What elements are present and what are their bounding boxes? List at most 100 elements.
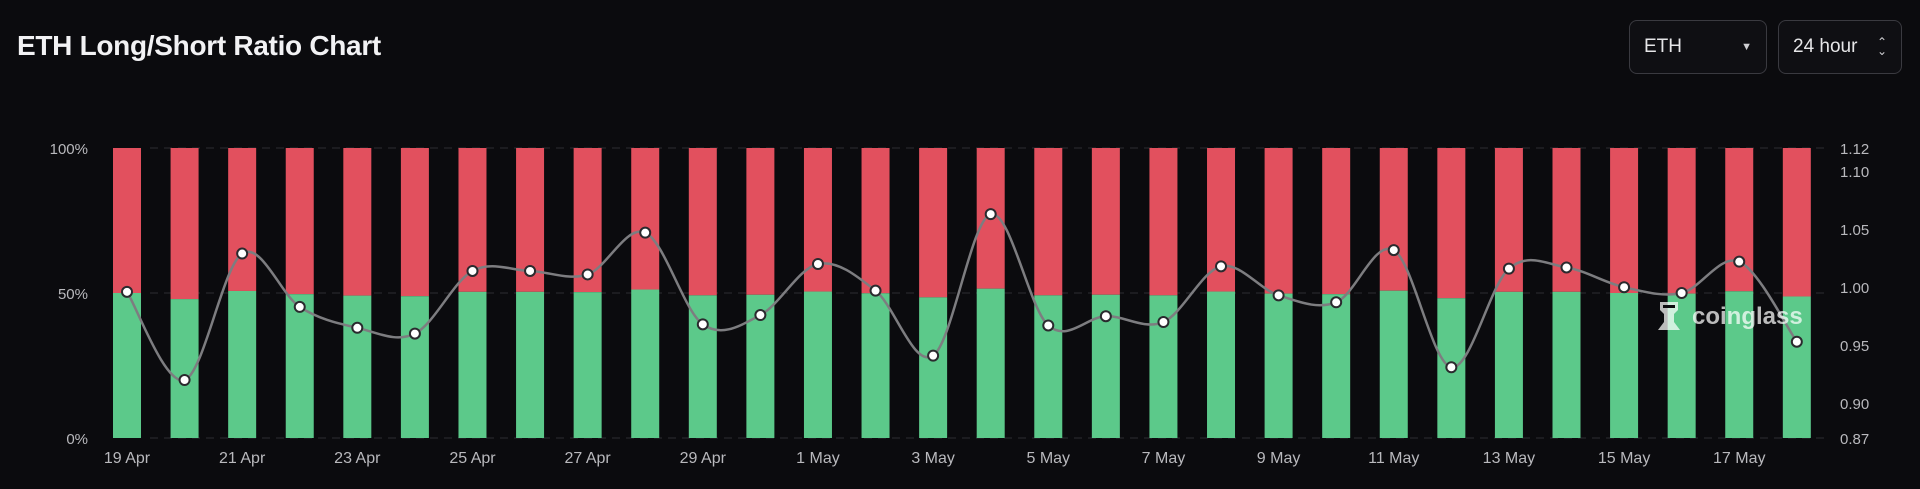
x-axis-tick-label: 1 May xyxy=(796,450,840,467)
right-axis-tick-label: 1.00 xyxy=(1840,280,1869,297)
x-axis-tick-label: 7 May xyxy=(1142,450,1186,467)
ratio-point xyxy=(121,285,133,298)
long-bar xyxy=(1552,291,1581,438)
watermark: coinglass xyxy=(1654,300,1803,334)
short-bar xyxy=(746,148,775,295)
long-bar xyxy=(458,291,487,438)
long-bar xyxy=(688,295,717,438)
short-bar xyxy=(400,148,429,297)
ratio-point xyxy=(869,284,882,297)
left-axis-tick-label: 50% xyxy=(58,286,88,303)
asset-select[interactable]: ETH ▼ xyxy=(1629,20,1767,74)
short-bar xyxy=(1149,148,1178,296)
ratio-point xyxy=(1560,261,1573,274)
short-bar xyxy=(1782,148,1811,297)
right-axis-tick-label: 1.12 xyxy=(1840,141,1869,158)
ratio-point xyxy=(408,327,421,340)
long-bar xyxy=(1207,291,1236,438)
ratio-point xyxy=(581,268,594,281)
ratio-point xyxy=(236,247,249,260)
coinglass-logo-icon xyxy=(1658,302,1680,330)
ratio-point xyxy=(984,208,997,221)
ratio-point xyxy=(754,309,767,322)
watermark-text: coinglass xyxy=(1692,303,1803,330)
ratio-point xyxy=(178,374,191,386)
short-bar xyxy=(343,148,372,296)
short-bar xyxy=(631,148,660,290)
ratio-line xyxy=(125,212,1798,382)
short-bar xyxy=(1667,148,1696,294)
ratio-point xyxy=(1618,281,1631,294)
asset-select-value: ETH xyxy=(1644,36,1682,57)
long-bar xyxy=(861,293,890,438)
ratio-point xyxy=(351,321,364,334)
long-bar xyxy=(919,297,948,438)
short-bar xyxy=(1264,148,1293,294)
short-bar xyxy=(861,148,890,294)
x-axis-tick-label: 23 Apr xyxy=(334,450,381,467)
x-axis-tick-label: 29 Apr xyxy=(680,450,727,467)
ratio-point xyxy=(1502,262,1515,275)
ratio-point xyxy=(696,318,709,331)
ratio-point xyxy=(1215,260,1228,273)
long-bar xyxy=(1379,290,1408,438)
short-bar xyxy=(1322,148,1351,295)
period-select[interactable]: 24 hour ⌃ ⌄ xyxy=(1778,20,1902,74)
ratio-point xyxy=(466,264,479,277)
long-bar xyxy=(1264,293,1293,438)
x-axis-tick-label: 27 Apr xyxy=(565,450,612,467)
long-bar xyxy=(1494,291,1523,438)
x-axis-tick-label: 5 May xyxy=(1026,450,1070,467)
ratio-point xyxy=(1387,244,1400,257)
long-bar xyxy=(113,293,141,438)
long-bar xyxy=(228,290,257,438)
long-bar xyxy=(285,294,314,438)
right-axis-tick-label: 0.87 xyxy=(1840,431,1869,448)
long-bar xyxy=(803,291,832,438)
long-bar xyxy=(343,295,372,438)
x-axis-tick-label: 17 May xyxy=(1713,450,1765,467)
ratio-point xyxy=(1330,296,1343,309)
x-axis-tick-label: 11 May xyxy=(1368,450,1419,467)
long-bar xyxy=(573,292,602,438)
long-bar xyxy=(976,288,1005,438)
short-bar xyxy=(1610,148,1639,293)
ratio-point xyxy=(1272,289,1285,302)
ratio-point xyxy=(1445,361,1458,374)
short-bar xyxy=(1437,148,1466,299)
right-axis-tick-label: 1.05 xyxy=(1840,222,1869,239)
right-axis-tick-label: 0.95 xyxy=(1840,338,1869,355)
ratio-point xyxy=(927,349,940,362)
x-axis-tick-label: 9 May xyxy=(1257,450,1301,467)
short-bar xyxy=(1091,148,1120,295)
ratio-point xyxy=(811,258,824,270)
ratio-point xyxy=(1042,319,1055,332)
short-bar xyxy=(919,148,948,298)
short-bar xyxy=(113,148,141,293)
short-bar xyxy=(1379,148,1408,291)
left-axis-tick-label: 0% xyxy=(66,431,88,448)
long-bar xyxy=(1782,296,1811,438)
long-bar xyxy=(1725,291,1754,438)
long-bar xyxy=(1322,294,1351,438)
ratio-point xyxy=(293,300,306,313)
ratio-point xyxy=(1733,255,1746,268)
ratio-point xyxy=(1099,310,1112,323)
ratio-point xyxy=(1675,287,1688,299)
long-bar xyxy=(400,296,429,438)
long-bar xyxy=(631,289,660,438)
short-bar xyxy=(688,148,717,296)
ratio-point xyxy=(1157,316,1170,328)
short-bar xyxy=(1034,148,1063,296)
chevron-down-icon: ▼ xyxy=(1741,41,1752,53)
right-axis-tick-label: 0.90 xyxy=(1840,396,1869,413)
short-bar xyxy=(170,148,199,300)
x-axis-tick-label: 25 Apr xyxy=(449,450,496,467)
x-axis-tick-label: 15 May xyxy=(1598,450,1650,467)
ratio-point xyxy=(639,226,652,239)
page-title: ETH Long/Short Ratio Chart xyxy=(17,30,381,61)
x-axis-tick-label: 21 Apr xyxy=(219,450,266,467)
up-down-chevron-icon: ⌃ ⌄ xyxy=(1876,35,1887,58)
x-axis-tick-label: 13 May xyxy=(1483,450,1535,467)
